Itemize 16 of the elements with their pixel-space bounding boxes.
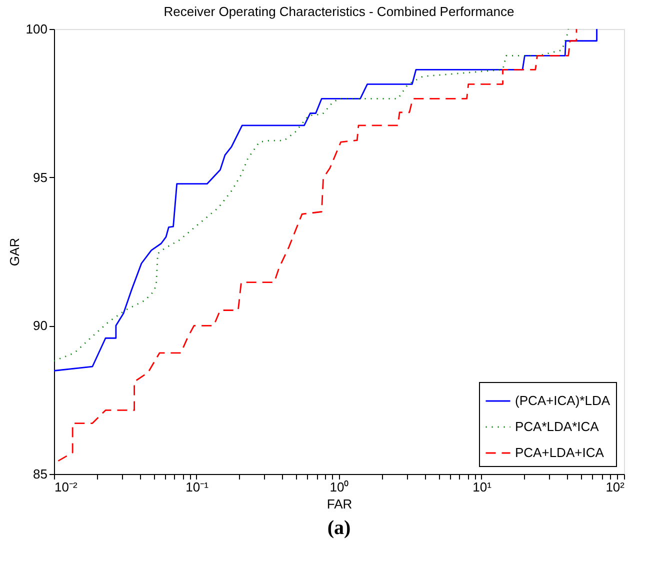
text: (a)	[327, 517, 351, 539]
x-axis-title: FAR	[326, 496, 352, 512]
y-tick-label: 85	[33, 466, 48, 482]
x-tick-label: 10¹	[472, 480, 492, 494]
y-axis-title: GAR	[6, 238, 22, 266]
chart-title: Receiver Operating Characteristics - Combined Performance	[164, 4, 514, 19]
x-tick-label: 10⁻¹	[186, 480, 210, 494]
x-tick-label: 10²	[606, 480, 626, 494]
x-tick-label: 10⁰	[330, 480, 350, 494]
legend-label: PCA+LDA+ICA	[515, 445, 604, 460]
legend-label: (PCA+ICA)*LDA	[515, 393, 610, 408]
y-tick-label: 100	[26, 22, 48, 36]
legend-label: PCA*LDA*ICA	[515, 419, 600, 434]
x-tick-label: 10⁻²	[54, 480, 78, 494]
y-tick-label: 95	[33, 170, 48, 185]
y-tick-label: 90	[33, 318, 48, 334]
